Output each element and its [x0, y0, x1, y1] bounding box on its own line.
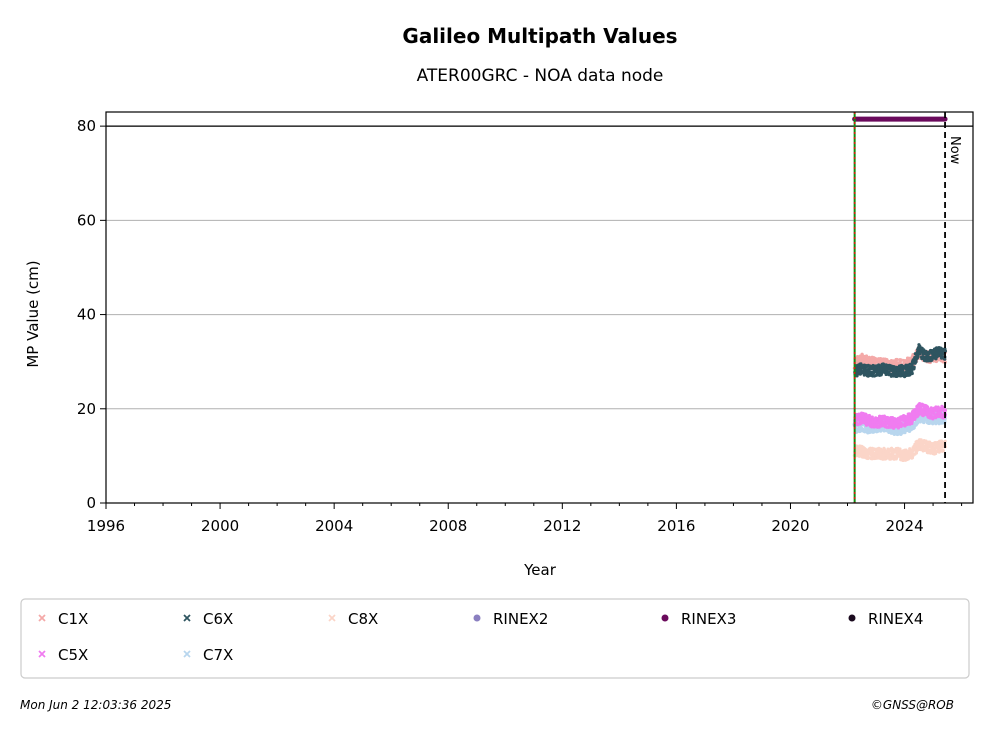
x-tick-label: 2012	[543, 517, 581, 535]
data-point	[916, 354, 920, 359]
legend-marker-c1x-stroke	[38, 614, 46, 622]
data-point	[910, 371, 914, 376]
x-tick-label: 1996	[87, 517, 125, 535]
data-point	[912, 365, 916, 369]
footer-credit: ©GNSS@ROB	[871, 698, 954, 712]
legend-label-c8x: C8X	[348, 610, 378, 628]
now-label: Now	[947, 136, 962, 165]
y-tick-label: 0	[86, 494, 96, 512]
legend-label-rinex2: RINEX2	[493, 610, 548, 628]
data-point	[937, 422, 941, 426]
legend-item-c1x: C1X	[38, 610, 88, 628]
data-point	[942, 357, 947, 361]
data-marks	[852, 116, 948, 463]
data-point	[919, 438, 923, 442]
legend-label-c6x: C6X	[203, 610, 233, 628]
series-c5x	[852, 402, 948, 430]
chart-subtitle: ATER00GRC - NOA data node	[417, 66, 664, 86]
legend-marker-c8x-stroke	[328, 614, 336, 622]
x-tick-label: 2020	[771, 517, 809, 535]
data-point	[899, 358, 903, 362]
legend-item-rinex4: RINEX4	[848, 610, 923, 628]
data-point	[918, 352, 922, 356]
data-point	[936, 405, 940, 409]
data-point	[857, 454, 862, 458]
legend-box	[20, 598, 970, 679]
legend-marker-c6x-stroke	[183, 614, 191, 622]
legend-label-rinex3: RINEX3	[681, 610, 736, 628]
gridlines	[106, 125, 973, 410]
y-tick-label: 20	[77, 400, 96, 418]
y-tick-label: 40	[77, 306, 96, 324]
data-point	[898, 447, 902, 451]
data-point	[932, 412, 936, 416]
x-tick-label: 2004	[315, 517, 353, 535]
legend-item-rinex3: RINEX3	[661, 610, 736, 628]
plot-area-frame	[105, 111, 974, 504]
x-tick-label: 2008	[429, 517, 467, 535]
data-point	[930, 358, 934, 362]
marker-lines: Now	[853, 112, 962, 503]
series-c6x	[853, 343, 948, 379]
x-tick-label: 2024	[885, 517, 923, 535]
y-axis-label: MP Value (cm)	[24, 260, 42, 367]
legend-marker-rinex4	[848, 614, 856, 622]
data-point	[882, 429, 886, 433]
y-tick-label: 80	[77, 117, 96, 135]
data-point	[943, 439, 947, 443]
y-tick-label: 60	[77, 211, 96, 229]
legend-item-c5x: C5X	[38, 646, 88, 664]
legend-marker-rinex2	[473, 614, 481, 622]
series-c8x	[852, 438, 947, 463]
data-point	[895, 357, 899, 362]
legend-item-c7x: C7X	[183, 646, 233, 664]
legend-marker-c7x-stroke	[183, 650, 191, 658]
y-axis: 0 20 40 60 80	[77, 117, 106, 512]
data-point	[924, 439, 928, 443]
legend-item-c6x: C6X	[183, 610, 233, 628]
legend-item-rinex2: RINEX2	[473, 610, 548, 628]
legend-marker-rinex3	[661, 614, 669, 622]
x-axis: 1996 2000 2004 2008 2012 2016 2020 2024	[87, 503, 963, 535]
x-tick-label: 2016	[657, 517, 695, 535]
legend-label-c5x: C5X	[58, 646, 88, 664]
legend-label-rinex4: RINEX4	[868, 610, 923, 628]
x-axis-label: Year	[523, 561, 557, 579]
data-point	[925, 405, 930, 409]
data-point	[924, 349, 928, 353]
legend-marker-c5x-stroke	[38, 650, 46, 658]
x-tick-label: 2000	[201, 517, 239, 535]
data-point	[943, 347, 947, 351]
legend: C1X C6X C8X RINEX2 RINEX3 RINEX4 C5X C7X	[38, 610, 923, 664]
data-point	[943, 408, 948, 412]
legend-label-c7x: C7X	[203, 646, 233, 664]
chart-title: Galileo Multipath Values	[402, 24, 677, 48]
legend-label-c1x: C1X	[58, 610, 88, 628]
data-point	[867, 414, 871, 419]
footer-timestamp: Mon Jun 2 12:03:36 2025	[20, 698, 171, 712]
legend-item-c8x: C8X	[328, 610, 378, 628]
data-point	[941, 449, 945, 453]
